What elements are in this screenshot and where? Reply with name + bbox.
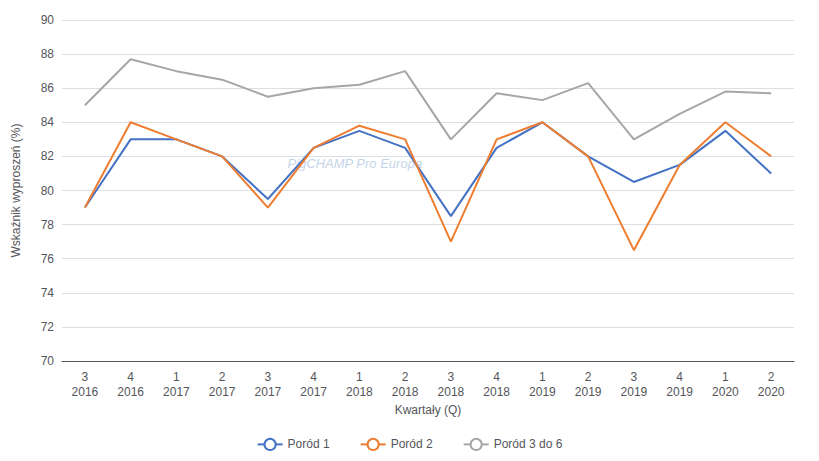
svg-text:90: 90: [41, 13, 55, 27]
svg-text:2018: 2018: [438, 385, 465, 399]
svg-text:2016: 2016: [72, 385, 99, 399]
svg-text:74: 74: [41, 286, 55, 300]
svg-text:2018: 2018: [346, 385, 373, 399]
svg-text:1: 1: [173, 370, 180, 384]
svg-text:2017: 2017: [163, 385, 190, 399]
svg-text:70: 70: [41, 354, 55, 368]
svg-text:86: 86: [41, 81, 55, 95]
svg-text:80: 80: [41, 184, 55, 198]
svg-text:2017: 2017: [300, 385, 327, 399]
svg-text:84: 84: [41, 115, 55, 129]
svg-text:4: 4: [310, 370, 317, 384]
svg-text:2: 2: [402, 370, 409, 384]
svg-text:2019: 2019: [529, 385, 556, 399]
svg-text:3: 3: [448, 370, 455, 384]
svg-text:2016: 2016: [117, 385, 144, 399]
svg-text:2018: 2018: [483, 385, 510, 399]
svg-text:2019: 2019: [621, 385, 648, 399]
svg-text:72: 72: [41, 320, 55, 334]
svg-text:Poród 3 do 6: Poród 3 do 6: [494, 437, 563, 451]
svg-text:2019: 2019: [666, 385, 693, 399]
svg-text:2020: 2020: [712, 385, 739, 399]
svg-text:2017: 2017: [209, 385, 236, 399]
svg-text:3: 3: [82, 370, 89, 384]
svg-text:2: 2: [768, 370, 775, 384]
svg-text:4: 4: [493, 370, 500, 384]
svg-text:Poród 2: Poród 2: [391, 437, 433, 451]
svg-text:Poród 1: Poród 1: [288, 437, 330, 451]
svg-text:Wskaźnik wyproszeń (%): Wskaźnik wyproszeń (%): [9, 123, 23, 257]
svg-text:Kwartały (Q): Kwartały (Q): [395, 403, 462, 417]
svg-text:78: 78: [41, 218, 55, 232]
svg-text:1: 1: [722, 370, 729, 384]
svg-text:2017: 2017: [255, 385, 282, 399]
svg-text:76: 76: [41, 252, 55, 266]
svg-text:3: 3: [631, 370, 638, 384]
svg-text:4: 4: [676, 370, 683, 384]
svg-text:2018: 2018: [392, 385, 419, 399]
svg-text:1: 1: [356, 370, 363, 384]
svg-text:2020: 2020: [758, 385, 785, 399]
svg-text:2: 2: [219, 370, 226, 384]
svg-text:4: 4: [127, 370, 134, 384]
svg-text:2019: 2019: [575, 385, 602, 399]
svg-text:2: 2: [585, 370, 592, 384]
svg-text:1: 1: [539, 370, 546, 384]
svg-text:PigCHAMP Pro Europa: PigCHAMP Pro Europa: [287, 156, 422, 171]
svg-text:3: 3: [265, 370, 272, 384]
svg-text:88: 88: [41, 47, 55, 61]
svg-text:82: 82: [41, 149, 55, 163]
